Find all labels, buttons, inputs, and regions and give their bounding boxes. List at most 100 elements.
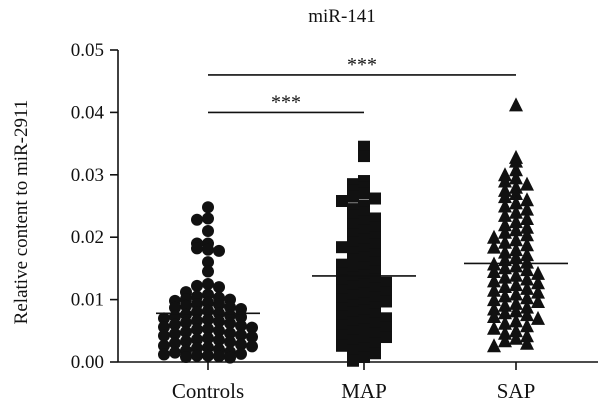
significance-brackets: *** *** [208,54,516,113]
data-point [358,278,370,291]
data-point [498,217,512,232]
data-point [347,271,359,284]
data-point [158,312,170,325]
data-point [358,233,370,246]
data-point [520,247,534,262]
data-point [347,236,359,249]
data-point [509,323,523,338]
data-point [336,241,348,254]
data-point [498,315,512,330]
data-point [336,329,348,342]
data-point [202,278,214,290]
data-point [369,327,381,340]
data-point [169,318,181,331]
data-point [358,251,370,264]
data-point [202,332,214,345]
data-point [336,284,348,297]
data-point [531,310,545,325]
data-point [169,301,181,314]
data-point [213,350,225,363]
data-point [358,215,370,228]
data-point [202,265,214,278]
data-point [487,273,501,288]
data-point [347,190,359,203]
data-point [180,299,192,312]
data-point [509,186,523,201]
data-point [487,292,501,307]
data-point [235,347,247,360]
data-point [213,334,225,347]
data-point [520,254,534,269]
x-tick-label: Controls [172,379,244,403]
data-point [498,288,512,303]
data-point [202,322,214,335]
data-point [224,317,236,330]
data-point [380,295,392,308]
data-point [336,310,348,323]
data-point [347,253,359,266]
data-point [347,218,359,231]
data-point [191,349,203,362]
data-point [246,331,258,344]
data-point [336,293,348,306]
data-point [191,333,203,346]
y-axis-label: Relative content to miR-2911 [11,100,32,325]
data-point [347,316,359,329]
data-point [369,337,381,350]
data-point [369,212,381,225]
data-point [498,260,512,275]
data-point [498,189,512,204]
data-point [180,335,192,348]
data-point [509,267,523,282]
data-point [487,338,501,353]
data-point [358,304,370,317]
data-point [498,173,512,188]
chart-title: miR-141 [308,6,376,27]
data-points [158,97,545,367]
y-tick-label: 0.03 [71,165,104,186]
data-point [336,319,348,332]
data-point [520,227,534,242]
data-point [347,209,359,222]
data-point [509,195,523,210]
data-point [509,204,523,219]
data-point [380,286,392,299]
data-point [487,308,501,323]
data-point [498,305,512,320]
data-point [235,338,247,351]
data-point [498,198,512,213]
significance-label: *** [271,91,301,113]
data-point [202,256,214,269]
data-point [213,298,225,311]
data-point [202,201,214,214]
data-point [498,333,512,348]
significance-label: *** [347,54,377,76]
data-point [191,314,203,327]
data-point [498,269,512,284]
data-point [509,330,523,345]
data-point [347,280,359,293]
data-point [213,324,225,337]
x-tick-labels: Controls MAP SAP [172,379,535,403]
data-point [180,326,192,339]
data-point [520,335,534,350]
data-point [509,277,523,292]
data-point [509,303,523,318]
data-point [509,313,523,328]
data-point [509,170,523,185]
data-point [224,327,236,340]
data-point [487,229,501,244]
data-point [487,264,501,279]
data-point [531,284,545,299]
data-point [520,176,534,191]
data-point [358,206,370,219]
data-point [380,276,392,289]
data-point [358,323,370,336]
data-point [531,293,545,308]
data-point [213,281,225,294]
data-point [487,320,501,335]
data-point [520,318,534,333]
data-point [487,282,501,297]
data-point [336,195,348,208]
axes: 0.00 0.01 0.02 0.03 0.04 0.05 [71,40,598,373]
